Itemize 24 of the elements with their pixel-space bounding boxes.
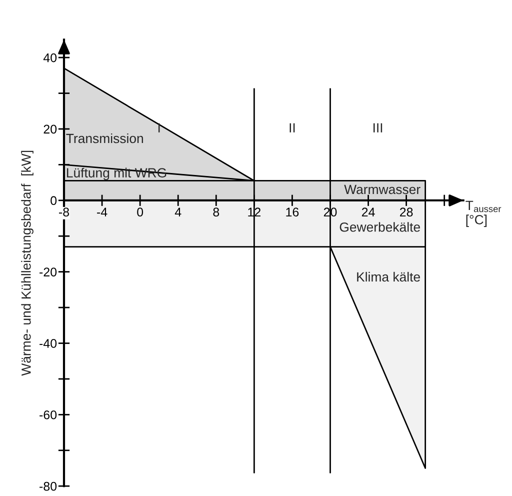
series-label: Gewerbekälte (340, 222, 420, 232)
x-axis-title: T$_{ausser}$ [°C] (466, 200, 502, 227)
annotation: II (290, 123, 295, 132)
y-tick-label: 40 (43, 53, 57, 62)
x-tick-label: 24 (362, 208, 375, 216)
x-tick-label: -4 (97, 208, 108, 216)
y-tick-label: -40 (40, 339, 57, 348)
series-label: Klima kälte (357, 272, 420, 282)
x-tick-label: 28 (400, 208, 413, 217)
x-tick-label: 4 (174, 208, 182, 216)
y-axis-title: Wärme- und Kühlleistungsbedarf [kW] (21, 150, 34, 376)
y-tick-label: -60 (40, 410, 57, 420)
series-label: Transmission (66, 133, 143, 144)
x-tick-label: -8 (59, 208, 70, 217)
x-tick-label: 16 (286, 208, 299, 217)
x-tick-label: 0 (137, 208, 144, 217)
y-tick-label: 20 (44, 124, 57, 134)
annotation: I (158, 123, 160, 132)
y-tick-label: -80 (40, 482, 57, 491)
y-tick-label: 0 (50, 196, 57, 206)
series-label: Warmwasser (344, 184, 420, 194)
x-tick-label: 8 (213, 208, 220, 217)
annotation: III (374, 123, 382, 132)
y-tick-label: -20 (40, 268, 57, 276)
